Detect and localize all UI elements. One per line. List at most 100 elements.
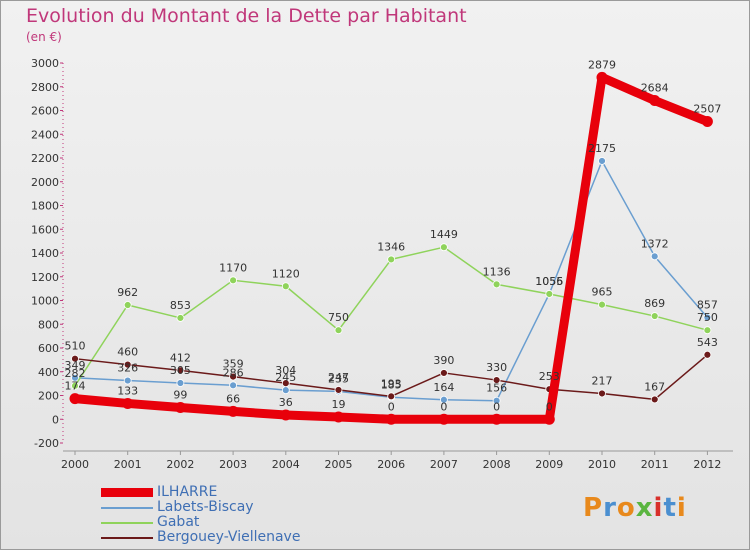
data-label: 510 — [65, 340, 86, 353]
data-label: 349 — [65, 359, 86, 372]
y-tick-label: 1600 — [31, 223, 59, 236]
series-labets-biscay — [71, 157, 712, 405]
data-label: 1346 — [377, 240, 405, 253]
data-label: 174 — [65, 380, 86, 393]
x-tick-label: 2012 — [693, 458, 721, 471]
data-label: 235 — [328, 372, 349, 385]
data-point — [492, 396, 501, 405]
data-label: 193 — [381, 377, 402, 390]
data-label: 253 — [539, 370, 560, 383]
x-tick-label: 2009 — [535, 458, 563, 471]
y-tick-label: 2000 — [31, 176, 59, 189]
data-point — [176, 314, 185, 322]
data-point — [387, 392, 396, 401]
data-point — [439, 395, 448, 404]
data-point — [598, 157, 606, 165]
data-point — [281, 282, 290, 291]
legend-label: Labets-Biscay — [157, 499, 254, 515]
data-point — [334, 326, 343, 335]
data-label: 164 — [433, 381, 454, 394]
data-point — [281, 386, 290, 395]
chart-subtitle: (en €) — [26, 30, 62, 44]
data-label: 543 — [697, 336, 718, 349]
data-label: 167 — [644, 380, 665, 393]
y-tick-label: 2400 — [31, 128, 59, 141]
data-point — [229, 276, 238, 285]
legend-swatch — [101, 536, 153, 539]
data-point — [703, 313, 712, 322]
chart-legend: ILHARRE Labets-Biscay Gabat Bergouey-Vielle… — [101, 485, 300, 545]
legend-swatch — [101, 521, 153, 524]
data-label: 326 — [117, 362, 138, 375]
data-point — [491, 413, 503, 425]
y-tick-label: 2800 — [31, 81, 59, 94]
data-label: 359 — [223, 358, 244, 371]
data-label: 412 — [170, 351, 191, 364]
y-tick-label: 1800 — [31, 200, 59, 213]
x-tick-label: 2006 — [377, 458, 405, 471]
data-label: 390 — [433, 354, 454, 367]
legend-swatch — [101, 488, 153, 497]
logo-letter: x — [635, 493, 654, 523]
y-tick-label: 2600 — [31, 105, 59, 118]
y-tick-label: 1200 — [31, 271, 59, 284]
data-label: 750 — [328, 311, 349, 324]
data-point — [596, 71, 608, 83]
data-label: 19 — [332, 398, 346, 411]
data-point — [71, 373, 79, 382]
proxiti-logo: Proxiti — [583, 493, 687, 523]
chart-title: Evolution du Montant de la Dette par Hab… — [26, 5, 467, 27]
y-tick-label: 2200 — [31, 152, 59, 165]
series-bergouey-viellenave — [71, 350, 712, 404]
data-label: 1055 — [535, 275, 563, 288]
data-point — [176, 379, 185, 387]
logo-letter: i — [676, 493, 687, 523]
data-point — [650, 312, 659, 320]
data-point — [71, 354, 79, 363]
data-point — [650, 395, 659, 404]
x-tick-label: 2007 — [430, 458, 458, 471]
data-label: 217 — [592, 374, 613, 387]
data-point — [703, 350, 712, 359]
data-point — [387, 255, 396, 264]
data-label: 853 — [170, 299, 191, 312]
data-label: 857 — [697, 298, 718, 311]
data-label: 2175 — [588, 142, 616, 155]
y-tick-label: 600 — [38, 342, 59, 355]
data-point — [123, 301, 132, 309]
data-label: 965 — [592, 286, 613, 299]
data-point — [543, 413, 555, 425]
y-tick-label: 800 — [38, 318, 59, 331]
x-tick-label: 2002 — [166, 458, 194, 471]
data-label: 1136 — [483, 265, 511, 278]
series-gabat — [71, 243, 712, 390]
y-tick-label: 400 — [38, 366, 59, 379]
data-point — [492, 280, 501, 289]
data-label: 282 — [65, 367, 86, 380]
data-label: 460 — [117, 346, 138, 359]
logo-letter: i — [653, 493, 664, 523]
series-ilharre — [69, 71, 713, 425]
y-tick-label: 200 — [38, 390, 59, 403]
data-point — [439, 369, 448, 377]
data-point — [598, 300, 606, 309]
data-label: 0 — [546, 400, 553, 413]
data-point — [649, 95, 661, 107]
data-label: 99 — [173, 388, 187, 401]
data-label: 66 — [226, 392, 240, 405]
data-label: 1170 — [219, 261, 247, 274]
data-point — [176, 366, 185, 375]
data-point — [71, 381, 79, 390]
x-tick-label: 2005 — [325, 458, 353, 471]
data-label: 1372 — [641, 237, 669, 250]
data-label: 330 — [486, 361, 507, 374]
data-label: 245 — [275, 371, 296, 384]
data-label: 304 — [275, 364, 296, 377]
data-label: 962 — [117, 286, 138, 299]
data-point — [598, 389, 606, 398]
data-label: 1120 — [272, 267, 300, 280]
data-label: 286 — [223, 366, 244, 379]
data-label: 2879 — [588, 58, 616, 71]
y-tick-label: 1400 — [31, 247, 59, 260]
